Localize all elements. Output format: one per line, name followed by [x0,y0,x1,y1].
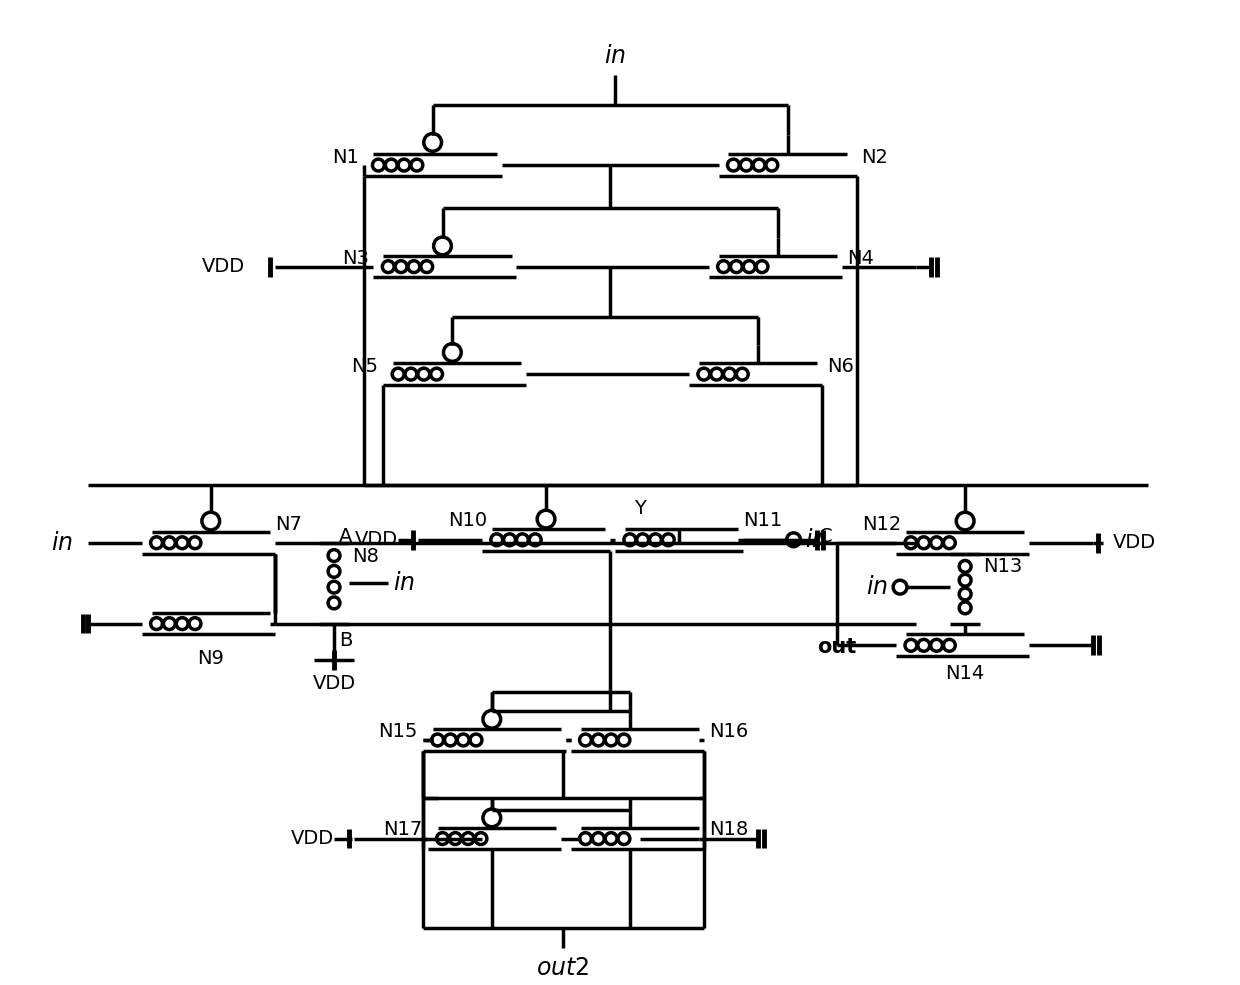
Text: N2: N2 [862,148,889,166]
Text: N1: N1 [332,148,358,166]
Text: $in$: $in$ [51,531,73,555]
Text: N6: N6 [827,357,854,375]
Text: N9: N9 [197,649,224,668]
Text: N12: N12 [862,514,901,534]
Text: N7: N7 [275,514,301,534]
Text: N17: N17 [383,821,423,839]
Text: $in$: $in$ [393,571,415,595]
Text: N16: N16 [709,722,748,741]
Text: A: A [339,527,352,547]
Text: N13: N13 [983,557,1022,575]
Text: N3: N3 [342,249,368,268]
Text: VDD: VDD [312,674,356,692]
Text: N10: N10 [448,510,487,530]
Text: VDD: VDD [202,257,246,276]
Text: N15: N15 [378,722,418,741]
Text: N5: N5 [351,357,378,375]
Text: VDD: VDD [1114,533,1156,553]
Text: Y: Y [634,499,646,518]
Text: B: B [339,630,352,649]
Text: $out2$: $out2$ [536,955,589,980]
Text: VDD: VDD [355,530,398,550]
Text: N4: N4 [847,249,874,268]
Text: out: out [817,637,857,657]
Text: N11: N11 [743,510,782,530]
Text: $in$: $in$ [604,43,626,68]
Text: VDD: VDD [291,829,334,848]
Text: N14: N14 [946,664,985,683]
Text: C: C [818,527,832,547]
Text: N8: N8 [352,547,378,565]
Text: $in$: $in$ [867,575,888,599]
Text: $in$: $in$ [806,528,827,552]
Text: N18: N18 [709,821,748,839]
